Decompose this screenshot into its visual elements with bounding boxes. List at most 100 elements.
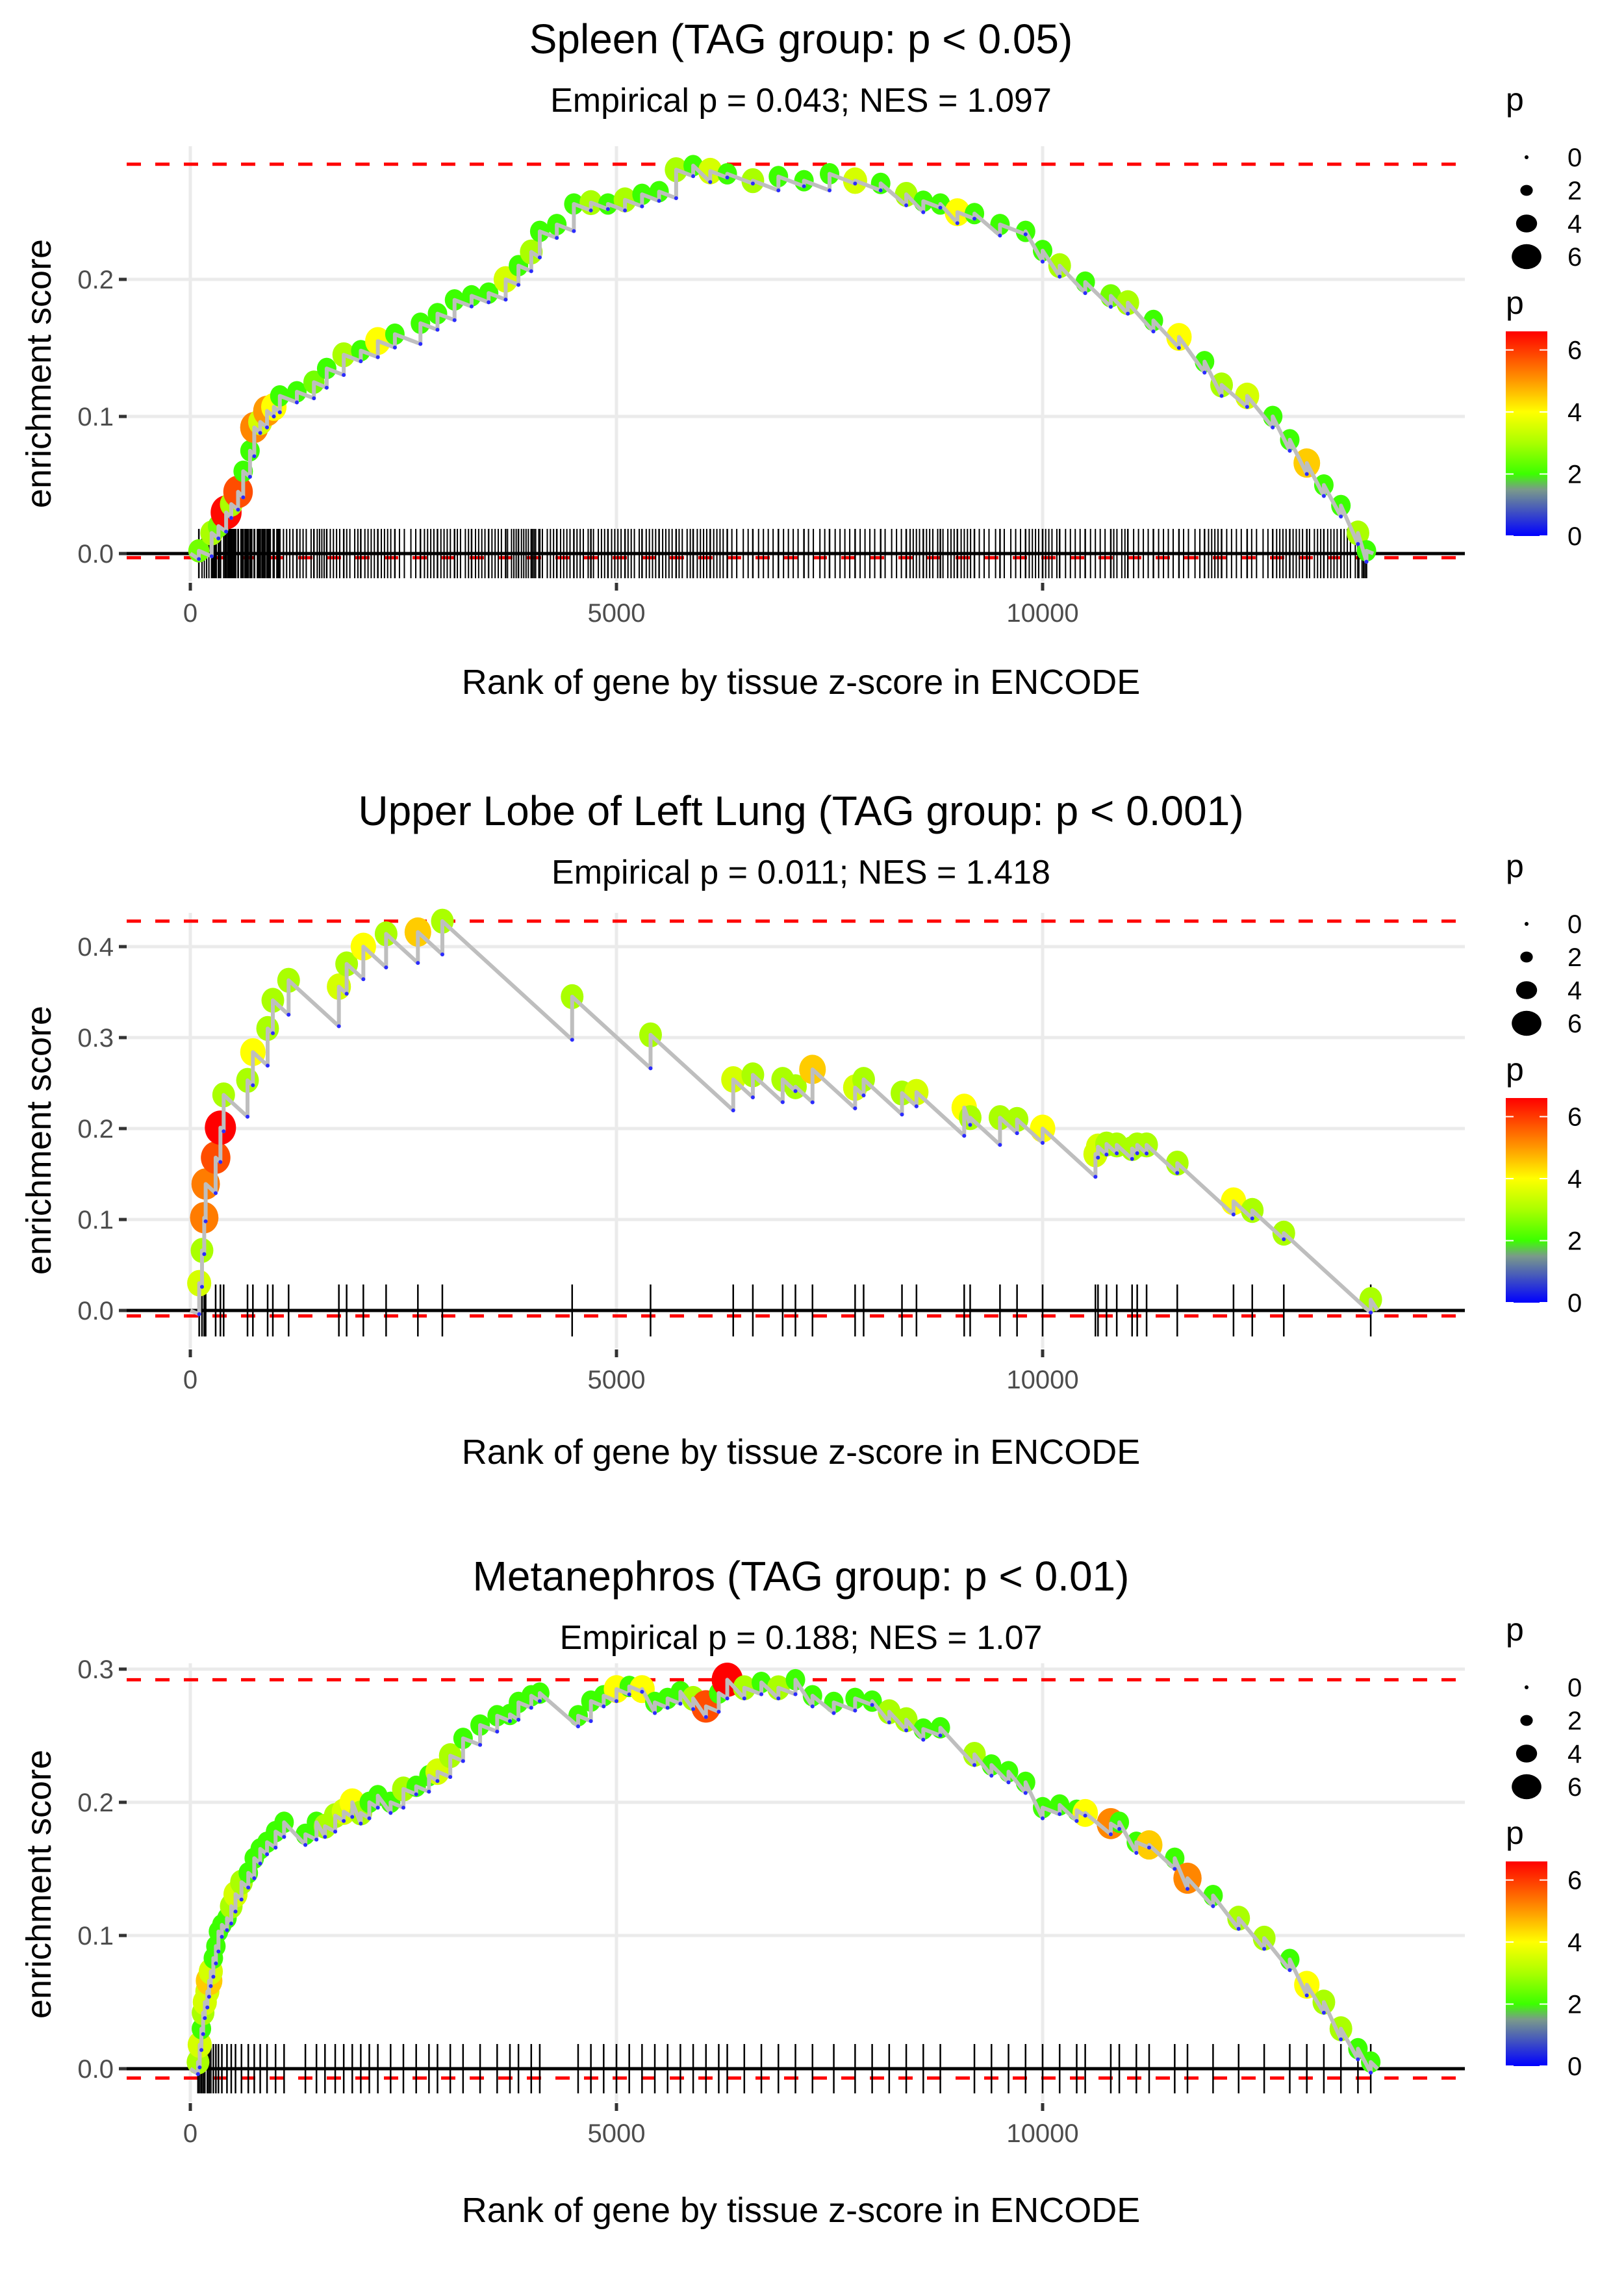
valley-point [708,180,713,185]
x-tick-label: 10000 [1006,599,1078,628]
valley-point [853,1708,857,1713]
valley-point [246,1114,250,1119]
valley-point [1175,1171,1180,1175]
valley-point [648,1066,653,1071]
color-legend-label: 6 [1567,337,1582,365]
valley-point [203,1219,208,1223]
y-axis-title: enrichment score [19,1006,58,1275]
valley-point [452,318,457,322]
valley-point [503,298,508,302]
y-tick-label: 0.0 [77,540,114,568]
valley-point [418,342,423,346]
valley-point [776,188,781,193]
valley-point [1041,259,1045,264]
size-legend-dot [1525,1685,1529,1689]
plot-area: 0 5000 10000 0.0 0.1 0.2 0.3 [77,1655,1465,2148]
y-tick-label: 0.4 [77,933,114,962]
y-tick-label: 0.0 [77,1297,114,1325]
valley-point [201,2032,205,2036]
valley-point [303,1843,308,1847]
valley-point [1282,1237,1286,1242]
size-legend-title: p [1506,1611,1524,1648]
valley-point [277,410,282,415]
size-legend-dot [1512,1010,1542,1036]
valley-point [972,216,977,221]
valley-point [1135,1151,1139,1155]
color-legend-label: 2 [1567,1227,1582,1256]
legend-group: p 0 2 4 6 p 6 4 2 0 [1506,848,1582,1318]
valley-point [478,1743,483,1747]
valley-point [342,1819,346,1823]
valley-point [1023,1791,1028,1795]
x-tick-label: 0 [183,599,197,628]
size-legend-label: 0 [1567,910,1582,939]
valley-point [1186,1887,1190,1891]
valley-point [461,1759,465,1763]
valley-point [1262,1947,1267,1951]
valley-point [197,557,201,561]
valley-point [224,530,229,534]
valley-point [1288,448,1292,453]
valley-point [1321,494,1326,498]
valley-point [653,1711,657,1715]
valley-point [717,1709,721,1714]
valley-point [1145,1151,1149,1156]
valley-point [265,1852,270,1856]
valley-point [1304,1993,1309,1998]
x-tick-label: 10000 [1006,1366,1078,1394]
valley-point [904,203,909,208]
valley-point [780,1100,785,1105]
valley-point [1339,2037,1343,2041]
valley-point [252,1876,257,1880]
plot-area: 0 5000 10000 0.0 0.1 0.2 0.3 0.4 [77,908,1465,1394]
x-tick-label: 5000 [588,599,646,628]
valley-point [416,961,420,965]
valley-point [273,1845,278,1850]
valley-point [427,1789,431,1794]
size-legend-dot [1516,1744,1538,1763]
valley-point [469,304,474,309]
valley-point [998,1143,1002,1147]
valley-point [1245,405,1249,409]
valley-point [323,1835,327,1839]
valley-point [725,1696,730,1701]
legends: p 0 2 4 6 p 6 4 2 0 p 0 2 4 6 p 6 4 2 0 p 0 2 4 6 p 6 4 2 0 [1506,81,1582,2081]
valley-point [236,507,240,512]
valley-point [495,1730,500,1734]
valley-point [1219,394,1224,398]
valley-point [202,1252,207,1257]
x-axis-title: Rank of gene by tissue z-score in ENCODE [462,663,1140,702]
size-legend-label: 2 [1567,943,1582,972]
valley-point [962,1134,967,1138]
valley-point [209,1984,213,1988]
size-legend-dot [1525,155,1529,159]
color-legend-label: 6 [1567,1103,1582,1132]
valley-point [529,269,533,274]
valley-point [640,204,644,209]
valley-point [1151,329,1156,334]
valley-point [229,516,233,520]
valley-point [589,1718,593,1723]
valley-point [1173,1867,1177,1871]
size-legend-label: 6 [1567,1010,1582,1038]
x-tick-label: 0 [183,2119,197,2148]
valley-point [258,431,262,435]
panel-subtitle: Empirical p = 0.043; NES = 1.097 [550,82,1052,120]
valley-point [207,1995,211,1999]
valley-point [213,1191,218,1195]
valley-point [336,1024,341,1028]
size-legend-label: 4 [1567,210,1582,238]
valley-point [239,1897,244,1902]
valley-point [295,400,299,405]
running-sum-line [189,163,1375,564]
valley-point [750,1095,755,1099]
valley-point [508,1718,512,1723]
valley-point [199,2048,204,2052]
valley-point [742,1696,746,1701]
panel-title: Spleen (TAG group: p < 0.05) [529,16,1073,62]
valley-point [589,208,593,212]
valley-point [1096,1155,1100,1160]
size-legend-dot [1512,1774,1542,1800]
valley-point [1058,1812,1062,1817]
size-legend-label: 0 [1567,1674,1582,1702]
